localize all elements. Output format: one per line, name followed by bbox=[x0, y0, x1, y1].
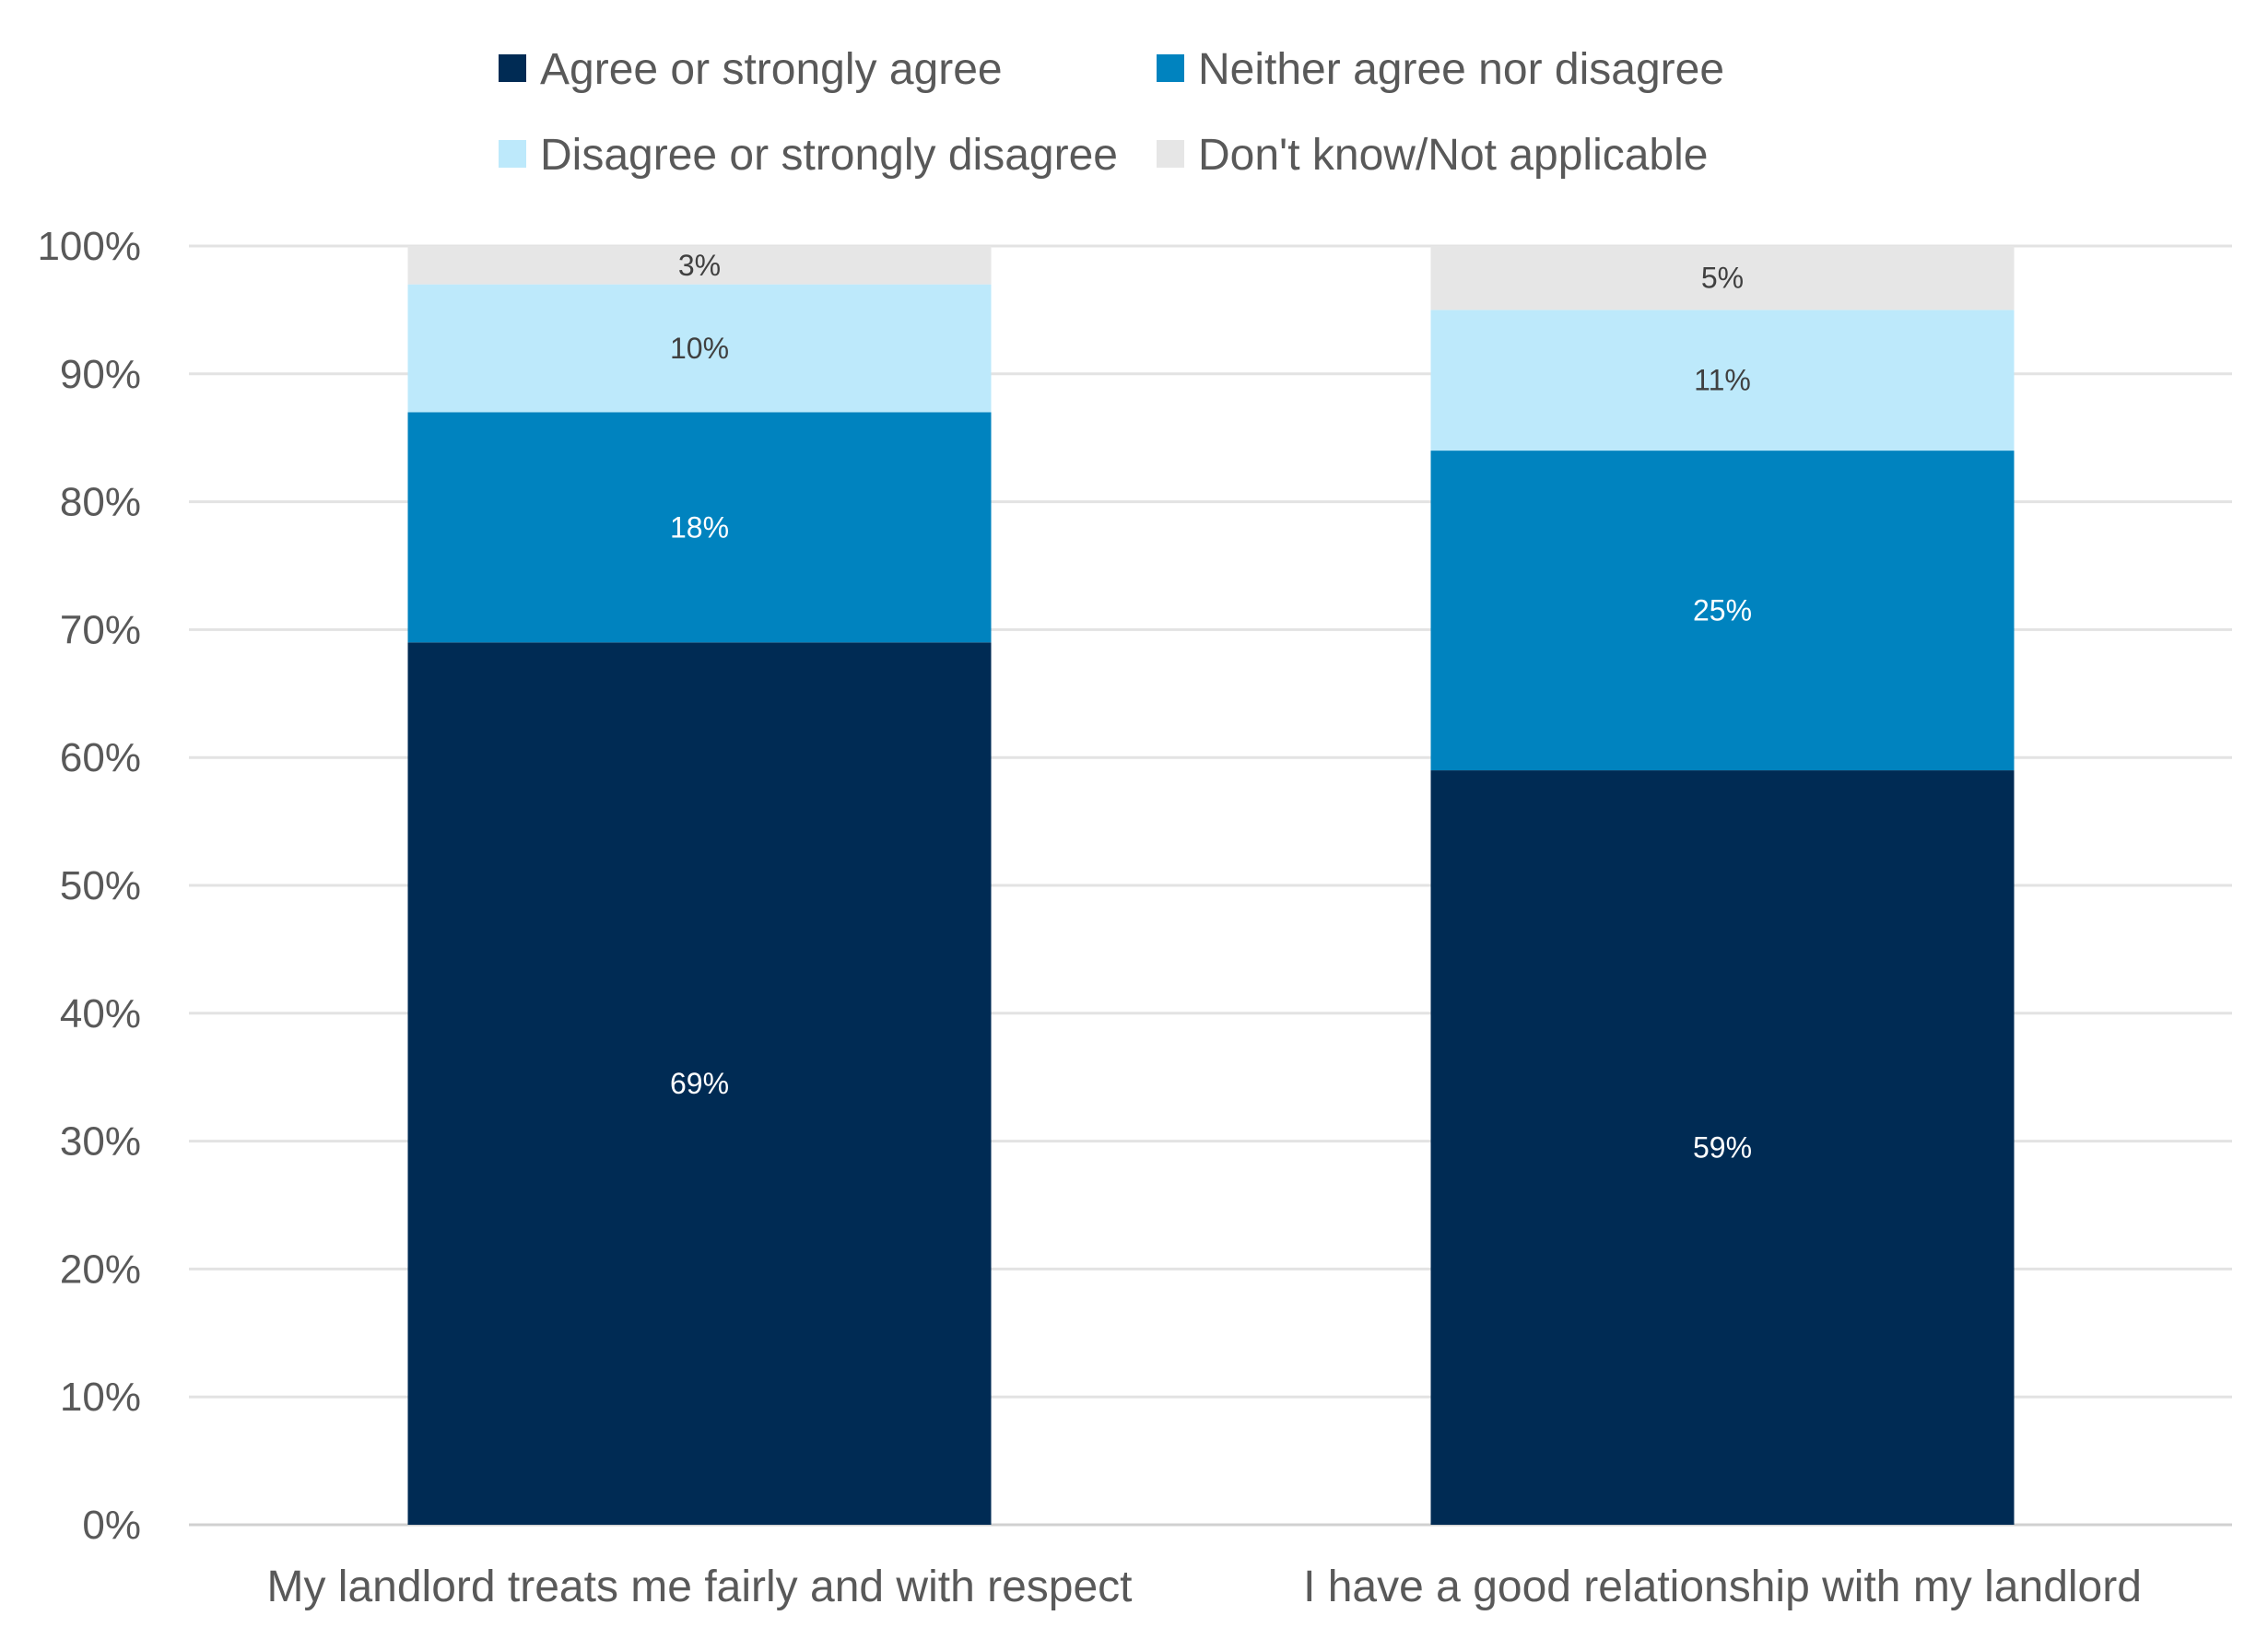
bar-segment bbox=[407, 284, 992, 413]
legend: Agree or strongly agree Neither agree nor… bbox=[499, 45, 1724, 180]
data-label: 10% bbox=[670, 332, 729, 365]
data-label: 59% bbox=[1693, 1131, 1752, 1165]
y-tick-label: 10% bbox=[60, 1375, 141, 1420]
legend-swatch bbox=[1157, 140, 1184, 168]
bars: 69% 18% 10% 3% 59% 25% 11% 5% bbox=[407, 246, 2015, 1525]
y-tick-label: 50% bbox=[60, 863, 141, 908]
x-category-label: My landlord treats me fairly and with re… bbox=[266, 1563, 1132, 1611]
y-tick-label: 70% bbox=[60, 607, 141, 652]
y-tick-label: 30% bbox=[60, 1119, 141, 1165]
bar-segment bbox=[407, 642, 992, 1525]
legend-label: Disagree or strongly disagree bbox=[540, 131, 1118, 180]
y-tick-label: 0% bbox=[82, 1503, 141, 1548]
data-label: 18% bbox=[670, 510, 729, 544]
legend-label: Agree or strongly agree bbox=[540, 45, 1003, 94]
y-tick-label: 80% bbox=[60, 480, 141, 525]
legend-label: Neither agree nor disagree bbox=[1198, 45, 1724, 94]
y-tick-label: 90% bbox=[60, 352, 141, 397]
bar-segment bbox=[1430, 310, 2015, 451]
data-label: 11% bbox=[1694, 364, 1751, 397]
x-category-label: I have a good relationship with my landl… bbox=[1303, 1563, 2142, 1611]
legend-swatch bbox=[499, 54, 526, 82]
data-label: 5% bbox=[1701, 262, 1744, 295]
legend-swatch bbox=[499, 140, 526, 168]
data-label: 3% bbox=[678, 249, 721, 282]
legend-label: Don't know/Not applicable bbox=[1198, 131, 1708, 180]
y-tick-label: 100% bbox=[37, 224, 141, 269]
bar-segment bbox=[407, 246, 992, 285]
y-tick-label: 40% bbox=[60, 991, 141, 1036]
legend-swatch bbox=[1157, 54, 1184, 82]
bar-segment bbox=[1430, 451, 2015, 771]
data-label: 69% bbox=[670, 1067, 729, 1100]
y-tick-label: 60% bbox=[60, 735, 141, 780]
y-tick-label: 20% bbox=[60, 1247, 141, 1292]
bar-segment bbox=[407, 412, 992, 643]
data-label: 25% bbox=[1693, 594, 1752, 627]
x-axis-categories: My landlord treats me fairly and with re… bbox=[266, 1563, 2141, 1611]
y-axis-ticks: 0% 10% 20% 30% 40% 50% 60% 70% 80% 90% 100% bbox=[37, 224, 141, 1548]
bar-segment bbox=[1430, 246, 2015, 310]
bar-segment bbox=[1430, 770, 2015, 1525]
